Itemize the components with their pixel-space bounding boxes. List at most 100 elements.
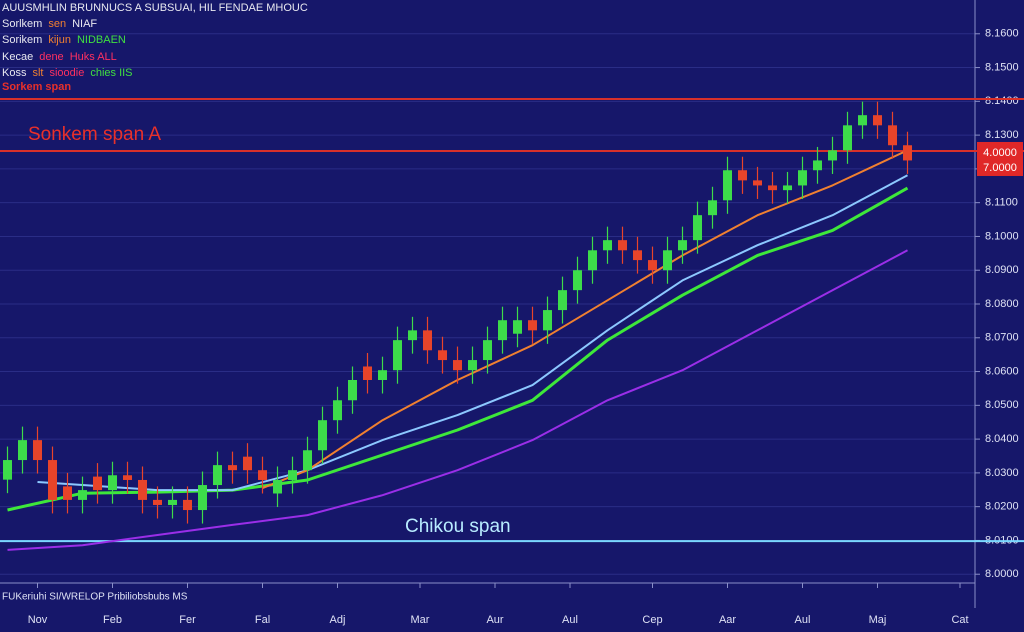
- header-text: sioodie: [49, 67, 84, 79]
- x-tick-label: Mar: [411, 614, 430, 626]
- header-text: NIDBAEN: [77, 34, 126, 46]
- candle-body: [303, 450, 312, 471]
- indicator-line: [7, 249, 908, 551]
- x-tick-label: Fer: [179, 614, 196, 626]
- x-tick-label: Maj: [869, 614, 887, 626]
- annotation: Sonkem span A: [28, 124, 161, 145]
- candle-body: [288, 470, 297, 480]
- candle-body: [768, 185, 777, 191]
- y-tick-label: 8.1500: [985, 61, 1019, 73]
- x-tick-label: Feb: [103, 614, 122, 626]
- price-label: 4.0000: [983, 147, 1017, 159]
- y-tick-label: 8.1400: [985, 95, 1019, 107]
- header-text: kijun: [48, 34, 71, 46]
- header-text: Koss: [2, 67, 27, 79]
- candle-body: [813, 160, 822, 171]
- price-box: [977, 141, 1023, 176]
- header-text: Huks ALL: [70, 51, 117, 63]
- grid: [0, 33, 975, 575]
- annotation: Chikou span: [405, 516, 511, 537]
- candle-body: [138, 479, 147, 500]
- candle-body: [18, 440, 27, 461]
- candle-body: [393, 340, 402, 371]
- candle-body: [648, 260, 657, 271]
- header-text: chies IIS: [90, 67, 132, 79]
- candle-body: [453, 360, 462, 371]
- candle-body: [33, 440, 42, 461]
- candle-body: [378, 370, 387, 380]
- candle-body: [633, 250, 642, 261]
- y-tick-label: 8.0400: [985, 433, 1019, 445]
- candle-body: [333, 400, 342, 421]
- header-text: Sorikem: [2, 34, 42, 46]
- candle-body: [93, 476, 102, 491]
- candle-body: [873, 115, 882, 126]
- candle-body: [258, 470, 267, 480]
- candle-body: [738, 170, 747, 181]
- candle-body: [828, 150, 837, 161]
- candle-body: [363, 366, 372, 380]
- x-tick-label: Cep: [642, 614, 662, 626]
- header-text: Sorkem span: [2, 81, 71, 93]
- x-tick-label: Aur: [486, 614, 503, 626]
- candle-body: [228, 465, 237, 471]
- y-tick-label: 8.0300: [985, 467, 1019, 479]
- candle-body: [708, 200, 717, 216]
- candle-body: [483, 340, 492, 361]
- y-tick-label: 8.0500: [985, 399, 1019, 411]
- candle-body: [783, 185, 792, 191]
- y-tick-label: 8.1100: [985, 197, 1018, 209]
- candle-body: [408, 330, 417, 341]
- y-tick-label: 8.1300: [985, 129, 1019, 141]
- candle-body: [843, 125, 852, 151]
- candle-body: [498, 320, 507, 341]
- candle-body: [168, 499, 177, 505]
- footnote: FUKeriuhi SI/WRELOP Pribiliobsbubs MS: [2, 592, 188, 603]
- candle-body: [663, 250, 672, 271]
- candle-body: [63, 486, 72, 500]
- candle-body: [123, 475, 132, 480]
- candle-body: [888, 125, 897, 146]
- candle-body: [3, 460, 12, 480]
- y-tick-label: 8.0700: [985, 332, 1019, 344]
- candle-body: [198, 485, 207, 511]
- candle-body: [558, 290, 567, 311]
- candle-body: [438, 350, 447, 361]
- header-text: Sorlkem: [2, 18, 42, 30]
- header-text: AUUSMHLIN BRUNNUCS A SUBSUAI, HIL FENDAE…: [2, 2, 308, 14]
- header-text: NIAF: [72, 18, 97, 30]
- x-tick-label: Aul: [795, 614, 811, 626]
- price-label: 7.0000: [983, 162, 1017, 174]
- candle-body: [108, 475, 117, 491]
- y-tick-label: 8.0200: [985, 501, 1019, 513]
- candle-body: [903, 145, 912, 161]
- candle-body: [48, 460, 57, 500]
- x-tick-label: Aar: [719, 614, 736, 626]
- x-tick-label: Nov: [28, 614, 48, 626]
- candle-body: [588, 250, 597, 271]
- candle-body: [618, 240, 627, 251]
- candle-body: [153, 499, 162, 505]
- y-tick-label: 8.1600: [985, 28, 1019, 40]
- candle-body: [603, 240, 612, 251]
- x-tick-label: Cat: [951, 614, 968, 626]
- candle-body: [693, 215, 702, 241]
- header-text: sen: [48, 18, 66, 30]
- candle-body: [468, 360, 477, 371]
- candle-body: [723, 170, 732, 201]
- y-tick-label: 8.0600: [985, 365, 1019, 377]
- candle-body: [753, 180, 762, 186]
- header-text: Kecae: [2, 51, 33, 63]
- y-tick-label: 8.0900: [985, 264, 1019, 276]
- header-text: slt: [32, 67, 43, 79]
- candle-body: [273, 479, 282, 494]
- candle-body: [213, 465, 222, 486]
- candle-body: [798, 170, 807, 186]
- x-tick-label: Aul: [562, 614, 578, 626]
- candle-body: [243, 456, 252, 471]
- x-tick-label: Fal: [255, 614, 270, 626]
- candle-body: [78, 490, 87, 500]
- candle-body: [543, 310, 552, 331]
